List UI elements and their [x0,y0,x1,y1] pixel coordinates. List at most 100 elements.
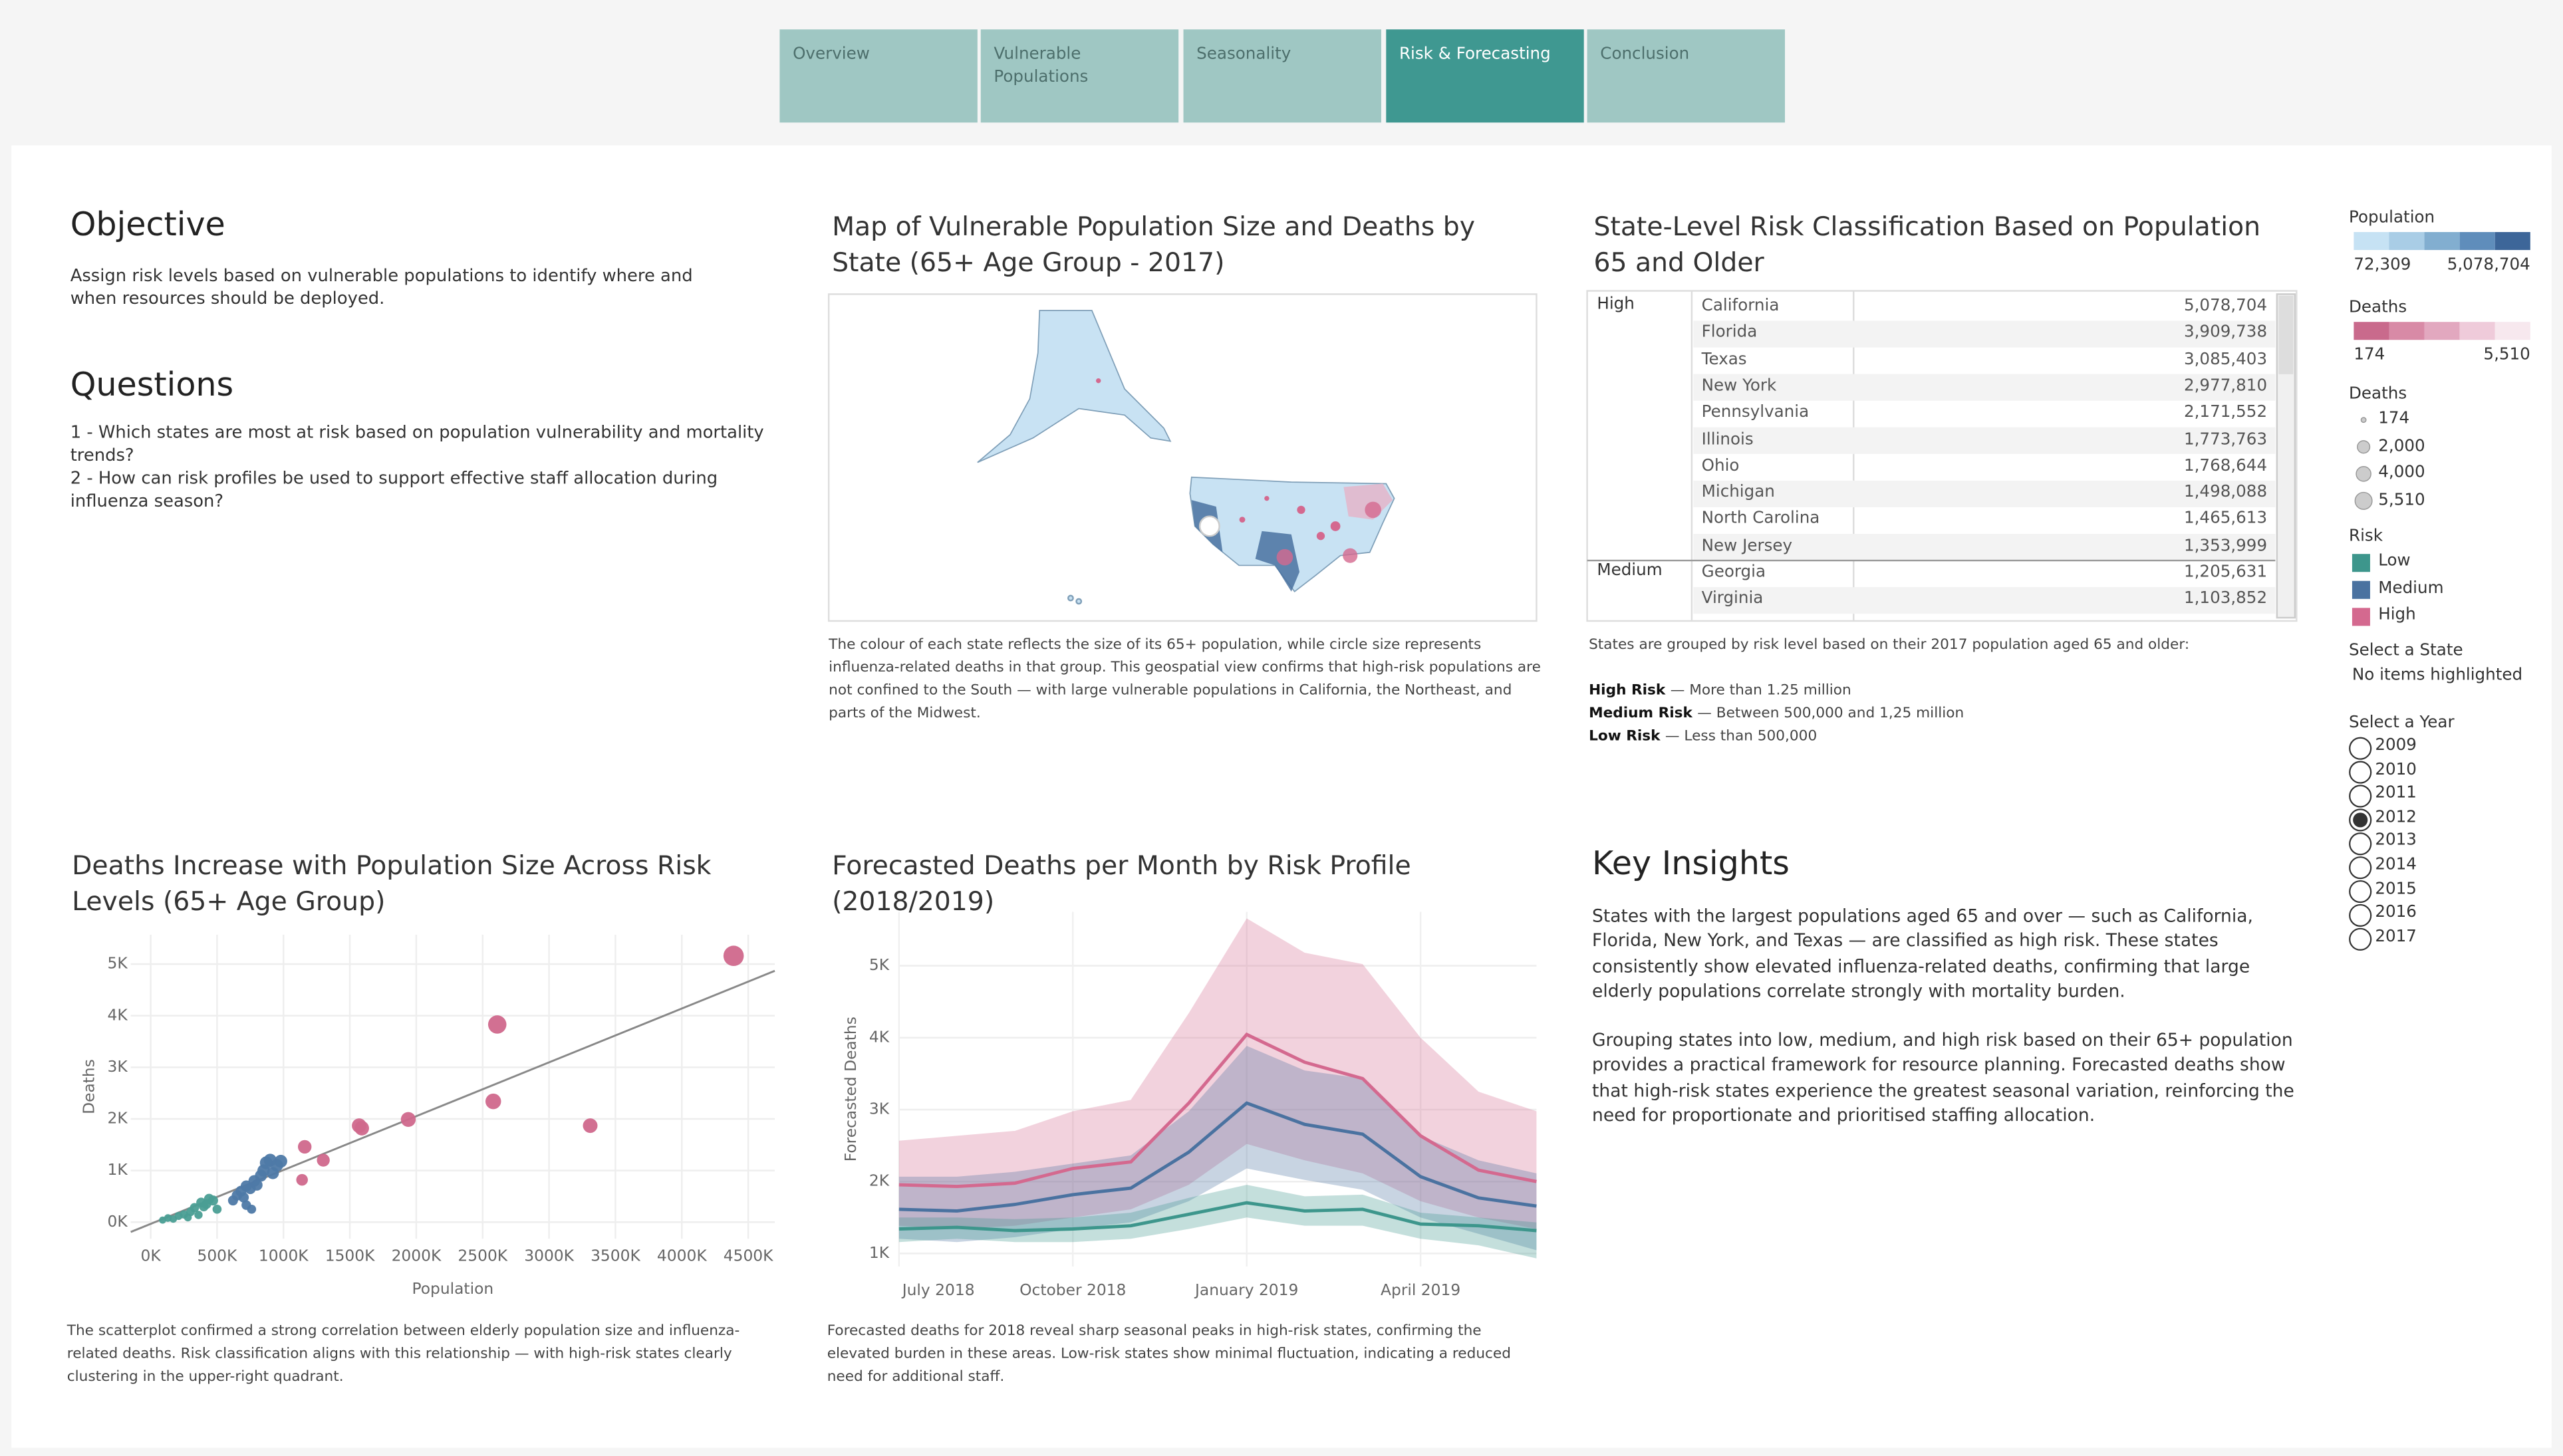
legend-max: 5,510 [2483,346,2530,365]
point [184,1213,192,1222]
scrollbar-thumb[interactable] [2278,295,2294,374]
definition-label: Low Risk [1589,729,1661,745]
y-tick-label: 2K [869,1171,890,1190]
definition: High Risk — More than 1.25 million [1589,679,1851,702]
year-label[interactable]: 2013 [2375,832,2417,851]
color-ramp [2424,322,2460,340]
map-deaths-circle [1276,548,1293,566]
state-value: 1,205,631 [2183,563,2268,582]
x-tick-label: 2500K [458,1247,507,1265]
state-value: 2,977,810 [2183,377,2268,396]
definition-text: — More than 1.25 million [1670,683,1851,699]
legend-min: 174 [2354,346,2385,365]
state-name: Virginia [1701,590,1764,609]
point [297,1140,312,1154]
table-frame [1586,290,2298,622]
color-ramp [2354,232,2389,251]
year-radio[interactable] [2349,856,2372,880]
point [317,1153,330,1167]
year-radio[interactable] [2349,904,2372,927]
legend-title: Deaths [2349,299,2407,317]
size-label: 4,000 [2378,464,2425,483]
legend-min: 72,309 [2354,256,2411,275]
forecast-band [898,918,1537,1229]
year-label[interactable]: 2010 [2375,761,2417,779]
state-value: 1,103,852 [2183,590,2268,609]
map-hawaii [1075,598,1083,605]
definition: Low Risk — Less than 500,000 [1589,725,1817,748]
year-label[interactable]: 2015 [2375,880,2417,898]
year-radio[interactable] [2349,832,2372,856]
state-value: 1,465,613 [2183,510,2268,529]
forecast-caption: Forecasted deaths for 2018 reveal sharp … [827,1323,1511,1386]
table-title: State-Level Risk Classification Based on… [1593,211,2261,278]
year-radio-dot [2353,812,2368,828]
map-deaths-circle [1316,532,1325,541]
legend-title: Population [2349,209,2435,227]
filter-title: Select a State [2349,642,2463,660]
year-radio[interactable] [2349,761,2372,784]
year-label[interactable]: 2017 [2375,927,2417,946]
year-label[interactable]: 2016 [2375,904,2417,922]
tab[interactable]: Vulnerable Populations [980,29,1179,123]
x-tick-label: 2000K [392,1247,442,1265]
state-name: Georgia [1701,563,1766,582]
definition-text: — Less than 500,000 [1665,729,1818,745]
forecast-line [898,1032,1537,1189]
point [487,1015,507,1034]
group-label: Medium [1597,562,1663,580]
definition-label: High Risk [1589,683,1666,699]
year-radio[interactable] [2349,880,2372,904]
state-value: 1,768,644 [2183,457,2268,475]
map-deaths-circle [1330,521,1341,531]
map-deaths-circle [1365,501,1381,519]
year-label[interactable]: 2011 [2375,785,2417,803]
row-band [1693,427,2276,454]
state-name: North Carolina [1701,510,1820,529]
year-radio[interactable] [2349,737,2372,760]
map-title: Map of Vulnerable Population Size and De… [832,211,1476,278]
year-label[interactable]: 2012 [2375,808,2417,827]
risk-swatch [2352,554,2370,572]
map-deaths-circle [1198,515,1220,537]
year-label[interactable]: 2009 [2375,737,2417,755]
forecast-band [898,1185,1537,1259]
point [485,1093,501,1110]
scatter-title: Deaths Increase with Population Size Acr… [72,850,712,917]
x-tick-label: 3500K [591,1247,640,1265]
state-value: 1,773,763 [2183,430,2268,449]
risk-swatch [2352,580,2370,599]
x-tick-label: April 2019 [1381,1280,1460,1299]
map-frame [827,293,1538,622]
point [196,1197,206,1208]
state-name: Illinois [1701,430,1754,449]
risk-swatch [2352,608,2370,626]
map-deaths-circle [1264,495,1270,501]
y-tick-label: 2K [108,1109,128,1128]
color-ramp [2389,322,2425,340]
forecast-line [898,1101,1537,1213]
trend-line [130,969,775,1233]
map-hawaii [1067,594,1074,602]
tab[interactable]: Seasonality [1183,29,1381,123]
year-label[interactable]: 2014 [2375,856,2417,874]
insights: States with the largest populations aged… [1592,904,2295,1128]
x-tick-label: 4000K [657,1247,707,1265]
year-radio[interactable] [2349,927,2372,951]
tab[interactable]: Risk & Forecasting [1386,29,1584,123]
insights-title: Key Insights [1591,843,1790,883]
objective-text: Assign risk levels based on vulnerable p… [70,266,693,309]
color-ramp [2389,232,2425,251]
x-tick-label: 1500K [325,1247,375,1265]
year-radio[interactable] [2349,785,2372,808]
tab[interactable]: Conclusion [1587,29,1786,123]
tab[interactable]: Overview [779,29,978,123]
y-tick-label: 5K [869,955,890,974]
row-band [1693,533,2276,561]
questions: 1 - Which states are most at risk based … [70,422,773,513]
y-tick-label: 1K [869,1243,890,1262]
x-tick-label: 500K [197,1247,237,1265]
